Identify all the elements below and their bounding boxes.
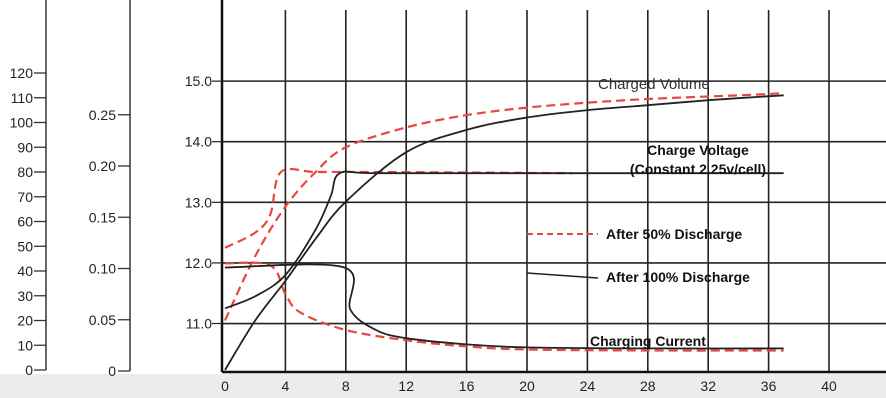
volume-tick-label-0: 0 (25, 362, 33, 378)
annotation-charge-voltage-line2: (Constant 2.25v/cell) (630, 161, 766, 177)
volume-tick-label-60: 60 (17, 214, 33, 230)
voltage-tick-label-13.0: 13.0 (185, 194, 212, 210)
x-axis-band (0, 374, 886, 398)
x-tick-label-32: 32 (700, 378, 716, 394)
volume-tick-label-50: 50 (17, 238, 33, 254)
volume-tick-label-120: 120 (10, 65, 34, 81)
voltage-tick-label-12.0: 12.0 (185, 255, 212, 271)
x-tick-label-36: 36 (761, 378, 777, 394)
voltage-tick-label-15.0: 15.0 (185, 73, 212, 89)
current-tick-label-0.20: 0.20 (89, 158, 116, 174)
x-tick-label-12: 12 (398, 378, 414, 394)
current-tick-label-0: 0 (108, 363, 116, 379)
series-solid-charged-volume (224, 94, 784, 371)
legend-label-50: After 50% Discharge (606, 226, 742, 242)
annotation-charging-current: Charging Current (590, 333, 706, 349)
volume-tick-label-30: 30 (17, 288, 33, 304)
voltage-tick-label-14.0: 14.0 (185, 134, 212, 150)
x-tick-label-4: 4 (282, 378, 290, 394)
volume-tick-label-80: 80 (17, 164, 33, 180)
volume-tick-label-110: 110 (11, 90, 34, 106)
series-solid-charging-current (224, 263, 784, 350)
series-dashed-charging-current (224, 261, 784, 352)
x-tick-label-8: 8 (342, 378, 350, 394)
current-tick-label-0.10: 0.10 (89, 261, 116, 277)
volume-tick-label-90: 90 (17, 139, 33, 155)
current-tick-label-0.15: 0.15 (89, 209, 116, 225)
series-solid-charge-voltage (224, 170, 784, 310)
series-dashed-charged-volume (224, 91, 784, 321)
annotation-charge-voltage-line1: Charge Voltage (647, 142, 749, 158)
current-tick-label-0.05: 0.05 (89, 312, 116, 328)
grid-layer (222, 10, 886, 372)
volume-tick-label-70: 70 (17, 189, 33, 205)
x-tick-label-20: 20 (519, 378, 535, 394)
plot-area (222, 10, 886, 372)
x-tick-label-0: 0 (221, 378, 229, 394)
volume-tick-label-20: 20 (17, 313, 33, 329)
x-tick-label-40: 40 (821, 378, 837, 394)
legend: After 50% Discharge After 100% Discharge (526, 226, 750, 285)
x-tick-label-24: 24 (580, 378, 596, 394)
voltage-tick-label-11.0: 11.0 (186, 316, 212, 332)
annotation-charged-volume: Charged Volume (598, 76, 710, 93)
legend-label-100: After 100% Discharge (606, 269, 750, 285)
volume-tick-label-10: 10 (17, 337, 33, 353)
current-tick-label-0.25: 0.25 (89, 107, 116, 123)
volume-tick-label-40: 40 (17, 263, 33, 279)
x-tick-label-28: 28 (640, 378, 656, 394)
volume-tick-label-100: 100 (10, 115, 34, 131)
x-tick-label-16: 16 (459, 378, 475, 394)
legend-swatch-solid (526, 272, 599, 279)
series-layer (224, 91, 784, 371)
